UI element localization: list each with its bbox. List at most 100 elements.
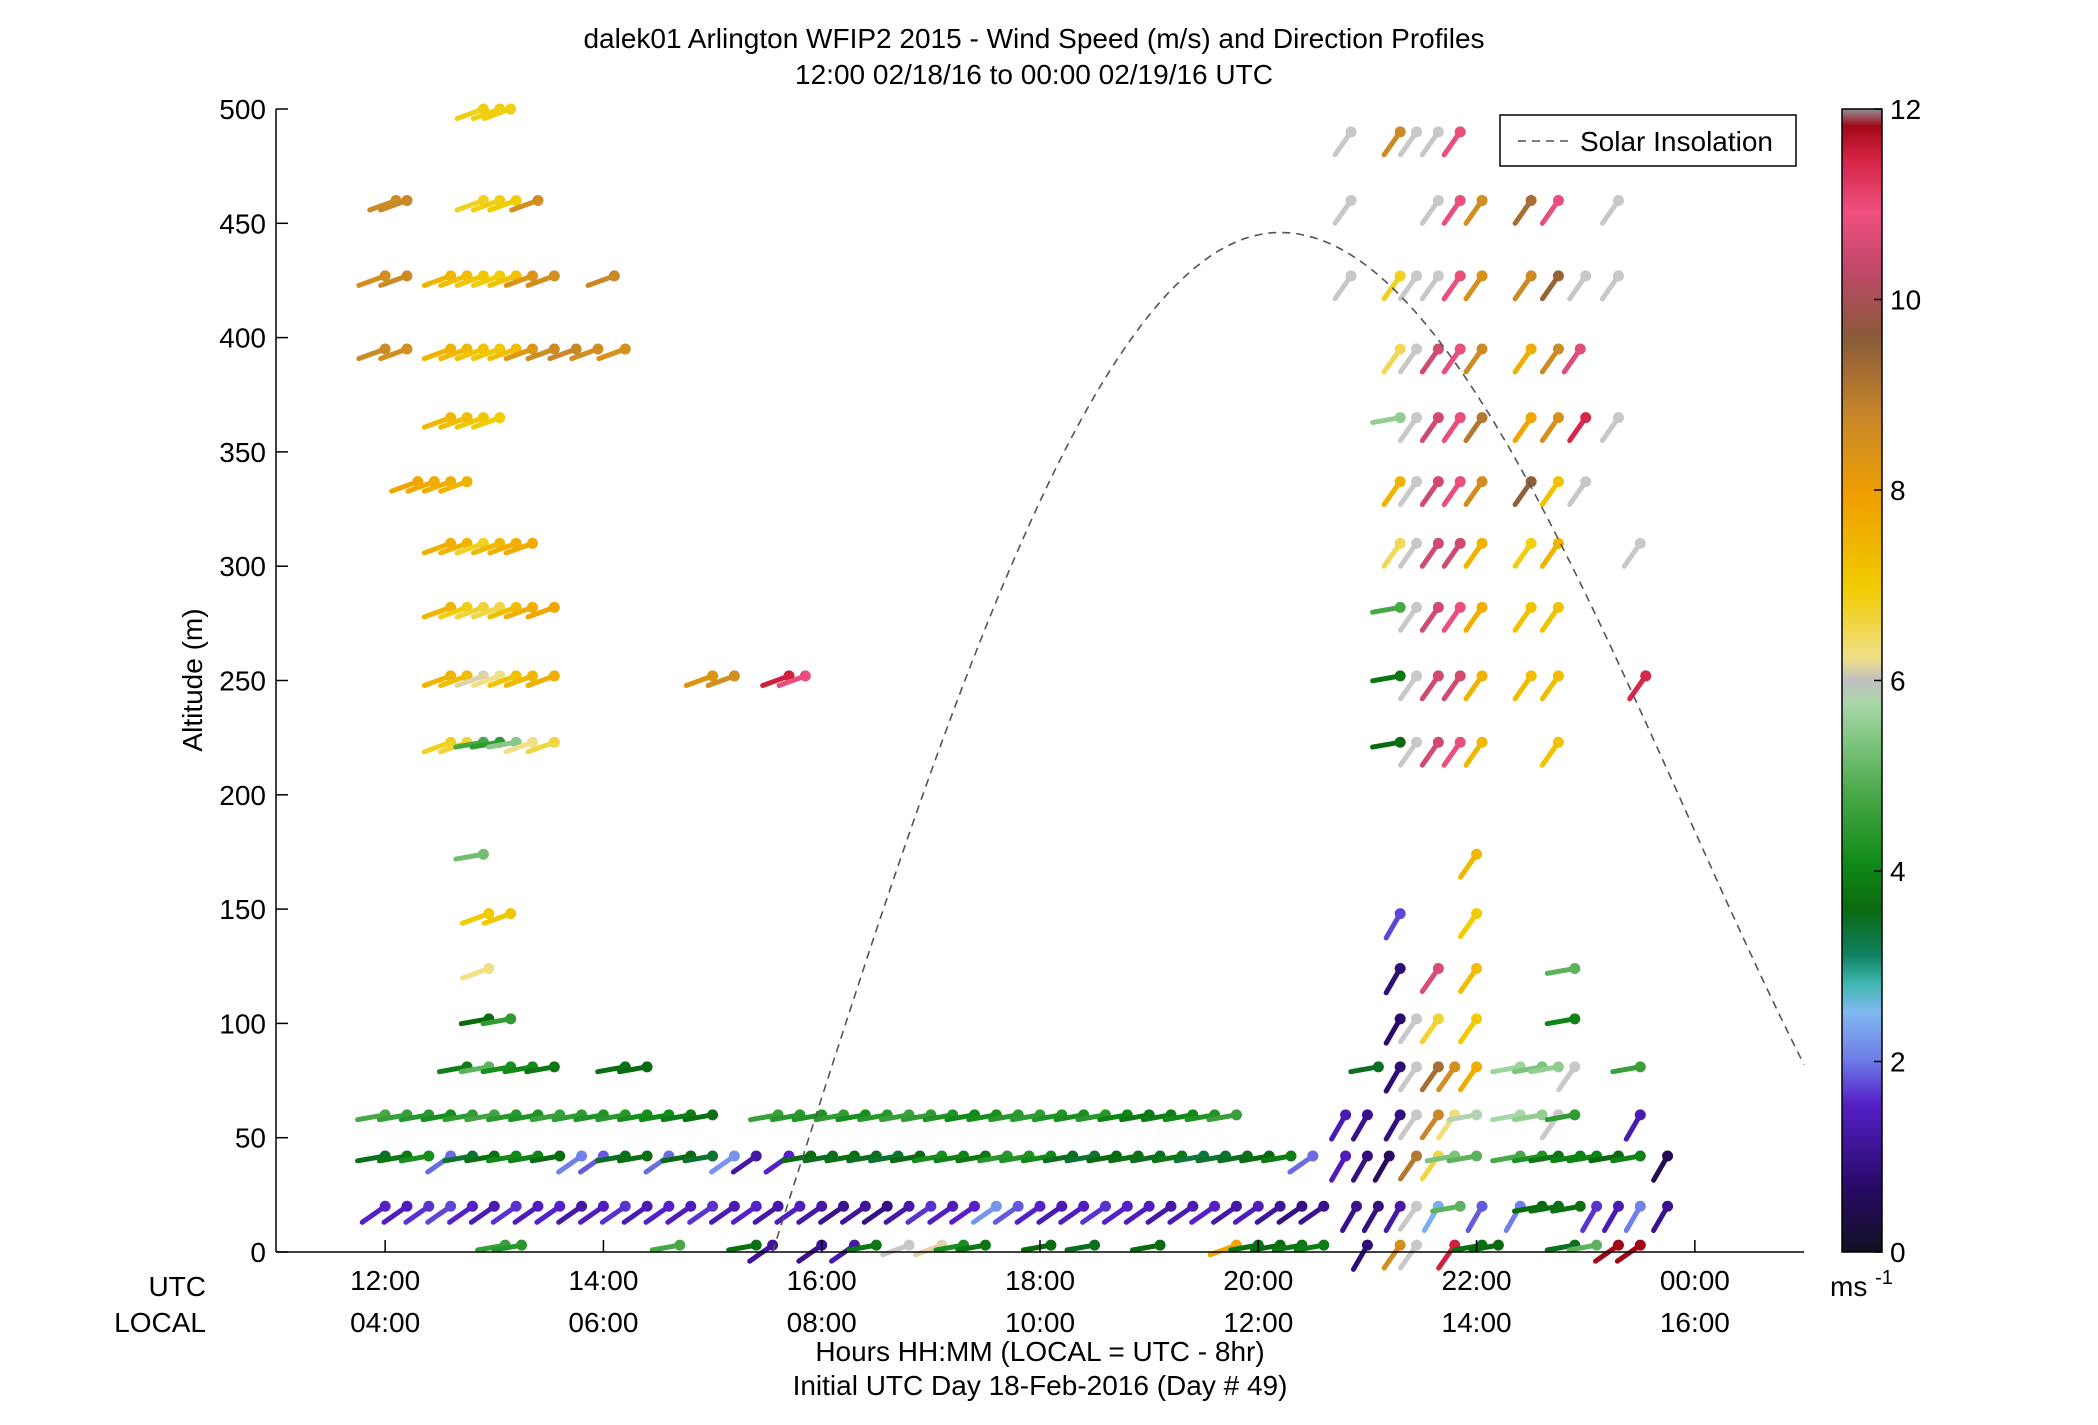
wind-barb [1441,601,1466,633]
wind-barb-head [1432,537,1444,549]
wind-barb [460,963,495,981]
wind-barb [1211,1200,1242,1225]
wind-barb-head [1411,1061,1423,1073]
wind-barb-head [870,1239,882,1251]
wind-barb-head [1340,1150,1352,1162]
wind-barb [525,736,560,755]
wind-barb-head [1383,1150,1395,1162]
colorbar-ticks: 0 2 4 6 8 10 12 [1874,94,1921,1268]
wind-barb-head [401,1200,413,1212]
wind-barb-head [903,1200,915,1212]
wind-barb [1463,194,1488,226]
wind-barb-head [1569,1061,1581,1073]
wind-barb [1350,1150,1373,1183]
local-row-label: LOCAL [114,1307,206,1338]
wind-barb [1350,1239,1373,1272]
wind-barb [726,1239,762,1253]
wind-barb-head [1552,194,1564,206]
wind-barb [1441,126,1466,158]
wind-barb [617,1150,653,1164]
wind-barb [617,1061,653,1075]
wind-barb-head [1394,670,1406,682]
wind-barb [1419,270,1444,302]
wind-barb [1419,476,1444,508]
wind-barb-head [526,343,538,355]
wind-barb-head [1012,1200,1024,1212]
wind-barb [1419,194,1444,226]
wind-barb-head [1361,1239,1373,1251]
x-tick-label-local: 04:00 [350,1307,420,1338]
wind-barb-head [1612,1200,1624,1212]
wind-barb [1614,1239,1646,1264]
wind-barb-head [1454,537,1466,549]
wind-barb [905,1200,937,1225]
wind-barb-head [1285,1150,1297,1162]
wind-barb-head [1634,537,1646,549]
wind-barb-head [1394,126,1406,138]
wind-barb-head [554,1150,566,1162]
wind-barb [480,1013,517,1027]
wind-barb [1441,270,1466,302]
wind-barb [1419,963,1444,994]
wind-barb-head [794,1200,806,1212]
wind-barb-head [925,1200,937,1212]
wind-barb-head [750,1239,762,1251]
wind-barb [1123,1200,1155,1225]
wind-barb-head [1394,1013,1406,1025]
wind-barb-head [1580,476,1592,488]
wind-barb-head [707,1200,719,1212]
wind-barb [1539,194,1564,226]
wind-barb-head [1394,963,1406,975]
wind-barb [1254,1200,1286,1225]
wind-barb [1651,1200,1674,1234]
wind-barb-head [1612,412,1624,424]
wind-barb [1260,1150,1297,1164]
wind-barb [1441,537,1466,569]
wind-barb-head [1432,736,1444,748]
wind-barb-head [1361,1109,1373,1121]
wind-barb [1397,1150,1423,1182]
wind-barb-head [1552,270,1564,282]
wind-barb-head [1432,963,1444,975]
wind-barb [470,412,506,430]
wind-barb-head [1318,1200,1330,1212]
wind-barb [525,343,560,362]
wind-barb-head [1340,1109,1352,1121]
wind-barb-head [608,270,620,282]
wind-barb [1206,1109,1242,1123]
wind-barb [1539,670,1564,702]
wind-barb-head [1471,908,1483,920]
wind-barb-head [1209,1200,1221,1212]
wind-barb-head [1476,670,1488,682]
y-tick-label: 250 [219,666,266,697]
wind-barb-head [1634,1109,1646,1121]
colorbar-tick-label: 6 [1890,666,1906,697]
wind-barb [1465,1200,1488,1234]
wind-barb [992,1200,1024,1225]
wind-barb-head [1569,1013,1581,1025]
wind-barb [1539,343,1564,375]
wind-barb [1544,1109,1581,1123]
wind-barb-head [1634,1150,1646,1162]
wind-barb-head [466,1200,478,1212]
wind-barb [955,1239,991,1253]
wind-barb [547,343,582,362]
wind-barb-head [1580,412,1592,424]
wind-barb [525,601,560,620]
wind-barb [1458,1061,1483,1093]
wind-barb [1511,1109,1548,1123]
wind-barb-head [423,1200,435,1212]
wind-barb [1528,1061,1564,1075]
wind-barb-head [1411,126,1423,138]
wind-barb-head [1476,412,1488,424]
wind-barb [1101,1200,1133,1225]
wind-barb-head [1394,1200,1406,1212]
wind-barb-head [1187,1200,1199,1212]
wind-barb [621,1200,653,1225]
wind-barb [1397,1200,1423,1232]
wind-barb-head [1662,1150,1674,1162]
wind-barb-head [1525,412,1537,424]
wind-barb [1381,537,1406,569]
wind-barb-head [1432,126,1444,138]
wind-barb-head [532,194,544,206]
